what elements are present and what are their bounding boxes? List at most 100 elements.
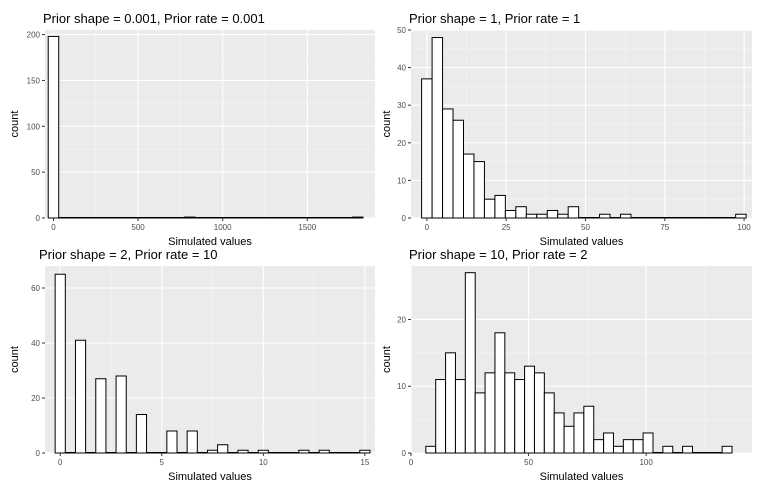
histogram-bar: [504, 209, 517, 219]
histogram-bar: [217, 444, 229, 454]
y-tick-label: 50: [31, 168, 40, 177]
histogram-bar: [156, 452, 168, 454]
y-axis-title: count: [381, 346, 393, 373]
y-tick-label: 40: [397, 64, 406, 73]
histogram-bar: [278, 452, 290, 454]
y-tick-label: 200: [27, 31, 41, 40]
histogram-bar: [599, 213, 611, 219]
histogram-bar: [711, 452, 723, 454]
histogram-bar: [701, 452, 713, 454]
histogram-bar: [546, 209, 559, 219]
x-tick-label: 15: [360, 458, 369, 467]
histogram-bar: [494, 332, 506, 454]
histogram-bar: [557, 213, 569, 219]
panel-title: Prior shape = 10, Prior rate = 2: [409, 247, 587, 262]
histogram-bar: [661, 217, 674, 219]
panel-title: Prior shape = 2, Prior rate = 10: [39, 247, 217, 262]
y-tick-label: 0: [402, 214, 407, 223]
x-tick-label: 75: [660, 223, 669, 232]
histogram-bar: [533, 372, 545, 454]
y-tick-label: 10: [397, 382, 406, 391]
y-tick-label: 20: [397, 315, 406, 324]
histogram-bar: [583, 405, 595, 454]
histogram-bar: [227, 452, 239, 454]
histogram-bar: [452, 119, 464, 219]
plot-background: [45, 30, 375, 218]
histogram-bar: [642, 432, 654, 454]
panel-3: 0 5 10 15 0 20 40 60 Prior shape = 2, Prior rate…: [9, 247, 375, 483]
y-tick-label: 10: [397, 176, 406, 185]
x-tick-label: 5: [160, 458, 165, 467]
histogram-bar: [514, 379, 526, 454]
histogram-bar: [206, 449, 219, 454]
y-tick-label: 50: [397, 26, 406, 35]
histogram-bar: [431, 37, 444, 219]
x-axis-title: Simulated values: [168, 236, 252, 248]
histogram-bar: [267, 452, 280, 454]
x-tick-label: 25: [502, 223, 511, 232]
histogram-bar: [462, 153, 475, 219]
y-tick-label: 20: [31, 394, 40, 403]
histogram-bar: [652, 452, 664, 454]
y-tick-label: 30: [397, 101, 406, 110]
histogram-bar: [351, 216, 364, 219]
histogram-bar: [74, 339, 87, 454]
histogram-bar: [237, 449, 249, 454]
histogram-bar: [47, 35, 60, 219]
histogram-bar: [196, 452, 208, 454]
histogram-bar: [64, 452, 76, 454]
histogram-bar: [146, 452, 158, 454]
histogram-bar: [483, 198, 496, 219]
histogram-bar: [54, 273, 66, 454]
x-axis-title: Simulated values: [540, 471, 624, 483]
histogram-bar: [349, 452, 361, 454]
y-tick-label: 20: [397, 139, 406, 148]
histogram-bar: [338, 452, 351, 454]
y-axis-title: count: [381, 111, 393, 138]
histogram-bar: [682, 445, 694, 454]
histogram-bar: [473, 161, 485, 219]
y-axis-title: count: [9, 346, 21, 373]
histogram-bar: [135, 414, 148, 454]
histogram-bar: [573, 412, 585, 454]
histogram-bar: [721, 445, 733, 454]
histogram-bar: [612, 445, 624, 454]
histogram-bar: [504, 372, 516, 454]
histogram-bar: [609, 217, 622, 219]
histogram-bar: [724, 217, 737, 219]
histogram-bar: [672, 452, 684, 454]
y-tick-label: 0: [36, 214, 41, 223]
histogram-bar: [640, 217, 653, 219]
x-tick-label: 0: [51, 223, 56, 232]
y-axis-title: count: [9, 111, 21, 138]
histogram-bar: [288, 452, 300, 454]
histogram-bar: [662, 445, 674, 454]
histogram-bar: [588, 217, 601, 219]
histogram-bar: [543, 392, 555, 454]
x-axis-title: Simulated values: [540, 236, 624, 248]
histogram-bar: [105, 452, 117, 454]
histogram-bar: [672, 217, 684, 219]
histogram-bar: [474, 392, 486, 454]
x-tick-label: 50: [524, 458, 533, 467]
histogram-bar: [442, 108, 454, 219]
histogram-bar: [186, 430, 198, 454]
histogram-bar: [484, 372, 496, 454]
histogram-bar: [58, 217, 186, 219]
x-axis-title: Simulated values: [168, 471, 252, 483]
x-tick-label: 50: [581, 223, 590, 232]
histogram-bar: [515, 206, 527, 219]
histogram-bar: [247, 452, 259, 454]
histogram-bar: [693, 217, 705, 219]
histogram-bar: [257, 449, 269, 454]
panel-title: Prior shape = 1, Prior rate = 1: [409, 11, 580, 26]
x-tick-label: 0: [58, 458, 63, 467]
histogram-bar: [536, 213, 548, 219]
histogram-bar: [563, 425, 575, 454]
y-tick-label: 100: [27, 122, 41, 131]
histogram-bar: [176, 452, 188, 454]
histogram-bar: [421, 78, 433, 219]
